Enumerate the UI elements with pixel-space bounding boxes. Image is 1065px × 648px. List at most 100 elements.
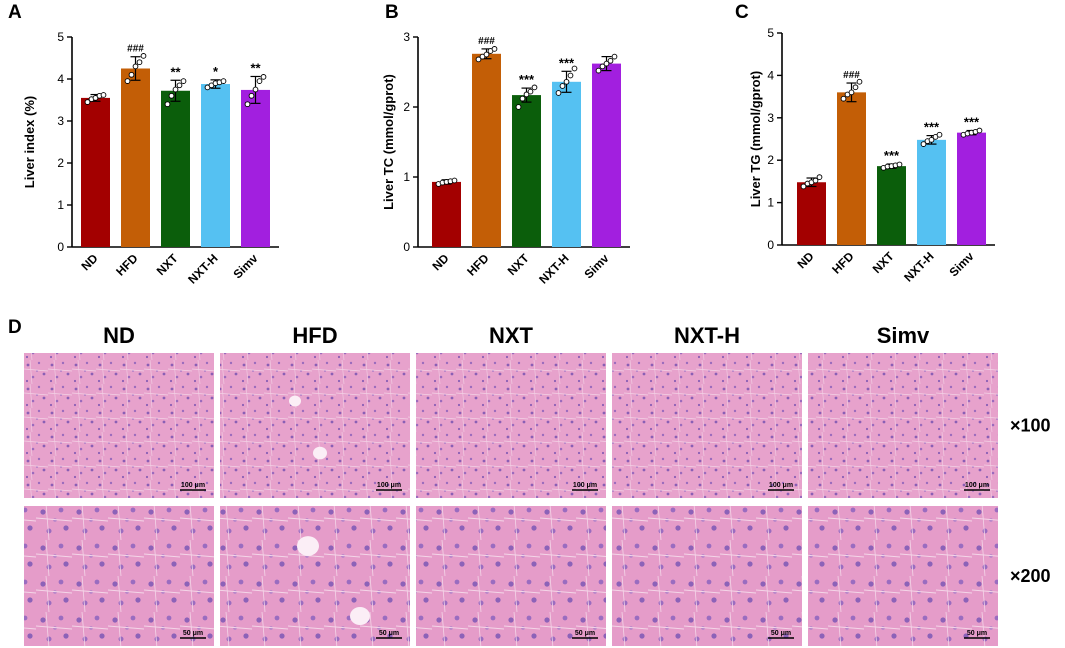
data-point [519, 95, 526, 102]
category-label: Simv [581, 251, 611, 281]
data-point [840, 95, 847, 102]
group-title-nd: ND [103, 323, 135, 348]
significance-label: ** [250, 60, 261, 75]
bar-chart-panels: A 0 1 2 3 4 5 Liver index (%) ND ### HFD ** NXT * NXT-… [8, 2, 995, 287]
y-tick-label: 0 [57, 240, 64, 254]
data-point [475, 56, 482, 63]
group-title-nxt-h: NXT-H [674, 323, 740, 348]
histology-image: 100 μm [220, 353, 410, 498]
magnification-label: ×200 [1010, 566, 1051, 586]
bar-nxt-h [552, 81, 581, 247]
data-point [132, 63, 139, 70]
data-point [816, 174, 823, 181]
y-tick-label: 4 [57, 72, 64, 86]
data-point [527, 88, 534, 95]
data-point [571, 65, 578, 72]
category-label: NXT-H [185, 251, 220, 286]
panel-letter: B [385, 2, 399, 23]
significance-label: ** [170, 64, 181, 79]
tissue-image [416, 353, 606, 498]
data-point [84, 99, 91, 105]
significance-label: *** [964, 115, 980, 130]
lipid-vacuole [289, 395, 301, 407]
panel-letter: D [8, 317, 22, 338]
bar-nd [432, 181, 461, 247]
y-tick-label: 3 [403, 30, 410, 44]
significance-label: ### [127, 44, 144, 55]
y-tick-label: 1 [767, 196, 774, 210]
data-point [244, 101, 251, 108]
data-point [611, 53, 618, 60]
significance-label: *** [924, 120, 940, 135]
data-point [852, 84, 859, 91]
tissue-image [612, 506, 802, 646]
panel-letter: C [735, 2, 749, 23]
data-point [523, 91, 530, 98]
significance-label: *** [519, 72, 535, 87]
category-label: ND [794, 249, 816, 271]
category-label: NXT-H [536, 251, 571, 286]
category-label: NXT-H [901, 249, 936, 284]
y-tick-label: 3 [57, 114, 64, 128]
data-point [531, 84, 538, 91]
data-point [164, 101, 171, 108]
scale-bar-label: 100 μm [377, 482, 401, 489]
tissue-image [808, 506, 998, 646]
histology-grid: D ND HFD NXT NXT-H Simv 100 μm 100 μm 100 μm 100 … [8, 317, 1051, 646]
category-label: Simv [946, 249, 976, 279]
data-point [260, 74, 267, 80]
data-point [936, 131, 943, 138]
y-tick-label: 4 [767, 68, 774, 82]
data-point [491, 46, 498, 52]
bar-nxt [877, 166, 906, 245]
scale-bar-label: 100 μm [965, 482, 989, 489]
tissue-image [220, 506, 410, 646]
y-tick-label: 5 [57, 30, 64, 44]
group-title-simv: Simv [877, 323, 930, 348]
data-point [896, 161, 903, 168]
category-label: NXT [154, 251, 181, 278]
y-tick-label: 3 [767, 111, 774, 125]
histology-image: 100 μm [24, 353, 214, 498]
category-label: NXT [505, 251, 532, 278]
y-tick-label: 2 [767, 153, 774, 167]
data-point [100, 92, 107, 98]
data-point [252, 86, 259, 93]
y-tick-label: 2 [57, 156, 64, 170]
lipid-vacuole [297, 536, 319, 556]
data-point [976, 127, 983, 134]
data-point [248, 92, 255, 99]
data-point [603, 60, 610, 67]
y-tick-label: 1 [57, 198, 64, 212]
chart-panel-b: B 0 1 2 3 Liver TC (mmol/gprot) ND ### HFD *** NXT… [381, 2, 630, 287]
y-axis-label: Liver TG (mmol/gprot) [748, 71, 763, 208]
tissue-image [220, 353, 410, 498]
tissue-image [24, 506, 214, 646]
bar-nxt-h [201, 84, 230, 247]
data-point [220, 78, 227, 84]
bar-hfd [837, 92, 866, 245]
y-tick-label: 0 [767, 238, 774, 252]
data-point [567, 72, 574, 79]
data-point [848, 89, 855, 96]
scale-bar-label: 50 μm [183, 630, 203, 637]
y-tick-label: 5 [767, 26, 774, 40]
data-point [920, 141, 927, 147]
histology-image: 50 μm [24, 506, 214, 646]
chart-panel-c: C 0 1 2 3 4 5 Liver TG (mmol/gprot) ND ### HFD *** N… [735, 2, 995, 285]
data-point [599, 63, 606, 70]
bar-nd [81, 97, 110, 248]
tissue-image [612, 353, 802, 498]
tissue-image [808, 353, 998, 498]
data-point [515, 104, 522, 110]
scale-bar-label: 50 μm [771, 630, 791, 637]
histology-image: 50 μm [416, 506, 606, 646]
significance-label: ### [478, 36, 495, 47]
scale-bar-label: 50 μm [575, 630, 595, 637]
data-point [928, 136, 935, 143]
tissue-image [24, 353, 214, 498]
scale-bar-label: 50 μm [967, 630, 987, 637]
bar-nxt [512, 95, 541, 247]
histology-image: 100 μm [612, 353, 802, 498]
scale-bar-label: 100 μm [769, 482, 793, 489]
